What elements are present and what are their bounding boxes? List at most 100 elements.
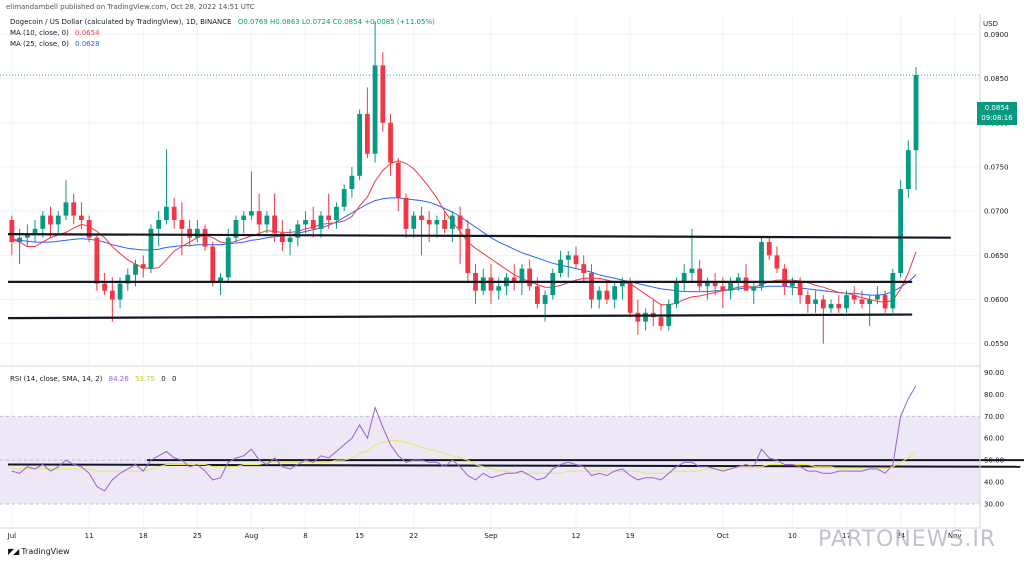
candle-body[interactable] — [774, 255, 780, 269]
candle-body[interactable] — [828, 303, 834, 309]
candle-body[interactable] — [148, 228, 154, 269]
rsi-line[interactable] — [11, 385, 917, 492]
candle-body[interactable] — [295, 224, 301, 238]
candle-body[interactable] — [48, 215, 53, 225]
candle-body[interactable] — [480, 277, 486, 291]
candle-body[interactable] — [704, 281, 710, 287]
candle-body[interactable] — [249, 211, 254, 216]
candle-body[interactable] — [334, 206, 339, 220]
candle-body[interactable] — [79, 215, 84, 220]
rsi-sma-line[interactable] — [11, 439, 917, 474]
candle-body[interactable] — [233, 220, 239, 238]
candle-body[interactable] — [658, 317, 664, 327]
candle-body[interactable] — [844, 295, 849, 309]
candle-body[interactable] — [627, 281, 633, 313]
candle-body[interactable] — [156, 220, 162, 229]
candle-body[interactable] — [813, 299, 818, 304]
candle-body[interactable] — [851, 295, 857, 300]
candle-body[interactable] — [395, 162, 401, 198]
candle-body[interactable] — [511, 277, 517, 282]
candle-body[interactable] — [9, 220, 15, 243]
symbol-title[interactable]: Dogecoin / US Dollar (calculated by Trad… — [10, 18, 232, 26]
currency-unit[interactable]: USD — [983, 20, 998, 28]
candle-body[interactable] — [318, 215, 324, 229]
candle-body[interactable] — [109, 290, 115, 300]
candle-body[interactable] — [194, 228, 200, 238]
candle-body[interactable] — [782, 268, 788, 287]
candle-body[interactable] — [751, 286, 757, 291]
candle-body[interactable] — [179, 220, 185, 229]
candle-body[interactable] — [17, 237, 22, 243]
candle-body[interactable] — [164, 206, 169, 220]
candle-body[interactable] — [86, 220, 92, 238]
candle-body[interactable] — [465, 228, 471, 274]
candle-body[interactable] — [55, 215, 61, 225]
candle-body[interactable] — [735, 277, 741, 282]
candle-body[interactable] — [372, 65, 378, 154]
candle-body[interactable] — [720, 286, 726, 291]
candle-body[interactable] — [604, 290, 610, 300]
candle-body[interactable] — [63, 202, 69, 216]
candle-body[interactable] — [581, 264, 587, 274]
candle-body[interactable] — [326, 215, 332, 220]
ma25-legend[interactable]: MA (25, close, 0) 0.0628 — [10, 40, 100, 48]
candle-body[interactable] — [140, 264, 146, 269]
ma25-line[interactable] — [11, 197, 917, 296]
candle-body[interactable] — [589, 273, 594, 300]
candle-body[interactable] — [40, 215, 46, 229]
candle-body[interactable] — [542, 295, 548, 304]
candle-body[interactable] — [913, 75, 919, 151]
candle-body[interactable] — [303, 220, 308, 225]
candle-body[interactable] — [71, 202, 77, 216]
candle-body[interactable] — [364, 113, 370, 154]
candle-body[interactable] — [797, 281, 803, 296]
candle-body[interactable] — [102, 283, 107, 291]
candle-body[interactable] — [836, 303, 842, 309]
candle-body[interactable] — [805, 295, 811, 304]
candle-body[interactable] — [759, 242, 764, 287]
candle-body[interactable] — [550, 273, 556, 296]
candle-body[interactable] — [426, 220, 432, 225]
candle-body[interactable] — [24, 233, 30, 238]
candle-body[interactable] — [202, 228, 208, 247]
candle-body[interactable] — [519, 268, 525, 282]
candle-body[interactable] — [890, 273, 896, 309]
candle-body[interactable] — [565, 255, 571, 260]
candle-body[interactable] — [534, 286, 540, 304]
candle-body[interactable] — [558, 259, 563, 274]
candle-body[interactable] — [32, 228, 38, 234]
candle-body[interactable] — [573, 255, 579, 265]
candle-body[interactable] — [643, 312, 648, 322]
candle-body[interactable] — [94, 237, 100, 284]
candle-body[interactable] — [527, 268, 533, 287]
rsi-legend[interactable]: RSI (14, close, SMA, 14, 2) 84.26 53.75 … — [10, 375, 176, 383]
candle-body[interactable] — [279, 233, 285, 243]
candle-body[interactable] — [171, 206, 177, 220]
candle-body[interactable] — [619, 281, 625, 287]
candle-body[interactable] — [256, 211, 262, 225]
candle-body[interactable] — [697, 268, 703, 287]
candle-body[interactable] — [612, 286, 618, 300]
candle-body[interactable] — [341, 189, 347, 207]
candle-body[interactable] — [357, 113, 363, 176]
candle-body[interactable] — [820, 299, 826, 309]
candle-body[interactable] — [434, 220, 440, 225]
candle-body[interactable] — [349, 175, 355, 190]
candle-body[interactable] — [867, 299, 873, 304]
candle-body[interactable] — [457, 215, 463, 229]
candle-body[interactable] — [380, 65, 386, 123]
candle-body[interactable] — [241, 215, 247, 220]
candle-body[interactable] — [218, 277, 223, 282]
candle-body[interactable] — [125, 274, 131, 284]
candle-body[interactable] — [635, 312, 641, 322]
tradingview-brand[interactable]: ◤◢ TradingView — [8, 547, 70, 556]
candle-body[interactable] — [388, 122, 393, 163]
candle-body[interactable] — [898, 189, 903, 274]
candle-body[interactable] — [875, 295, 880, 300]
candle-body[interactable] — [449, 215, 455, 229]
candle-body[interactable] — [882, 295, 888, 309]
candle-body[interactable] — [210, 246, 216, 282]
candle-body[interactable] — [728, 281, 733, 291]
candle-body[interactable] — [681, 273, 687, 282]
